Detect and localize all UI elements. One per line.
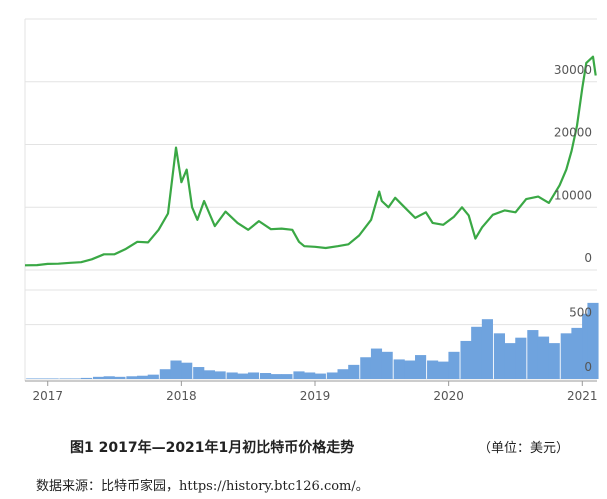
y-tick-label: 0 [584,251,592,265]
volume-bar [70,378,82,379]
volume-bar [114,376,126,379]
volume-bar [370,348,383,379]
volume-bar [460,340,472,379]
y-tick-label: 10000 [554,188,592,202]
volume-bar [237,373,249,379]
volume-bar [80,377,93,379]
x-tick-label: 2020 [433,389,464,403]
volume-bar [47,378,59,379]
volume-bar [59,378,71,379]
volume-bar [493,333,506,379]
volume-bar [527,330,539,379]
volume-bar [360,357,372,379]
volume-bar [270,374,282,379]
volume-bar [504,343,516,379]
volume-bar [103,376,115,379]
volume-bar [427,360,439,379]
volume-bar [259,373,272,379]
volume-bar [181,362,193,379]
y-tick-label: 0 [584,360,592,374]
price-line [24,55,597,267]
y-tick-label: 20000 [554,126,592,140]
volume-bar [214,371,226,379]
volume-bar [560,333,572,379]
x-tick-label: 2019 [300,389,331,403]
volume-bar [147,374,159,379]
y-tick-label: 30000 [554,63,592,77]
source-note: 数据来源：比特币家园，https://history.btc126.com/。 [36,478,369,494]
volume-bar [26,378,38,379]
volume-bar [137,375,149,379]
volume-bar [415,355,427,379]
volume-bar [226,372,238,379]
volume-bar [281,374,293,379]
volume-bar [247,372,260,379]
volume-bar [448,351,460,379]
caption: 图1 2017年—2021年1月初比特币价格走势 [70,439,354,456]
volume-bar [126,376,138,379]
volume-bar [203,370,215,379]
volume-bar [304,372,316,379]
volume-bar [193,367,205,379]
volume-bar [92,376,105,379]
volume-bar [293,371,305,379]
volume-bar [159,369,171,379]
volume-bar [404,360,416,379]
volume-bar [348,364,360,379]
volume-bar [481,319,493,379]
volume-bar [326,372,338,379]
volume-bar [471,326,483,379]
volume-bar [515,337,527,379]
volume-bar [587,302,599,379]
volume-bar [170,360,182,379]
volume-bar [381,351,393,379]
x-tick-label: 2018 [166,389,197,403]
volume-bar [548,343,560,379]
unit-note: （单位：美元） [478,441,569,456]
volume-bar [437,361,449,379]
volume-bar [337,369,349,379]
volume-bar [36,378,48,379]
x-tick-label: 2017 [32,389,63,403]
volume-bar [314,373,326,379]
volume-bar [393,359,405,379]
y-tick-label: 500 [569,306,592,320]
volume-bar [537,336,550,379]
x-tick-label: 2021 [567,389,598,403]
volume-bar [571,327,583,379]
